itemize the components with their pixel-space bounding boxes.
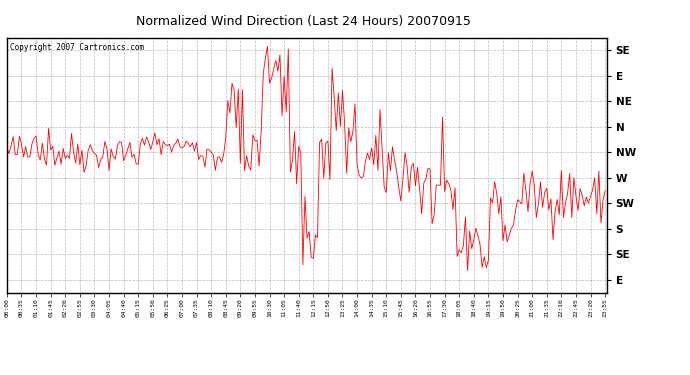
Text: Normalized Wind Direction (Last 24 Hours) 20070915: Normalized Wind Direction (Last 24 Hours… bbox=[136, 15, 471, 28]
Text: Copyright 2007 Cartronics.com: Copyright 2007 Cartronics.com bbox=[10, 43, 144, 52]
